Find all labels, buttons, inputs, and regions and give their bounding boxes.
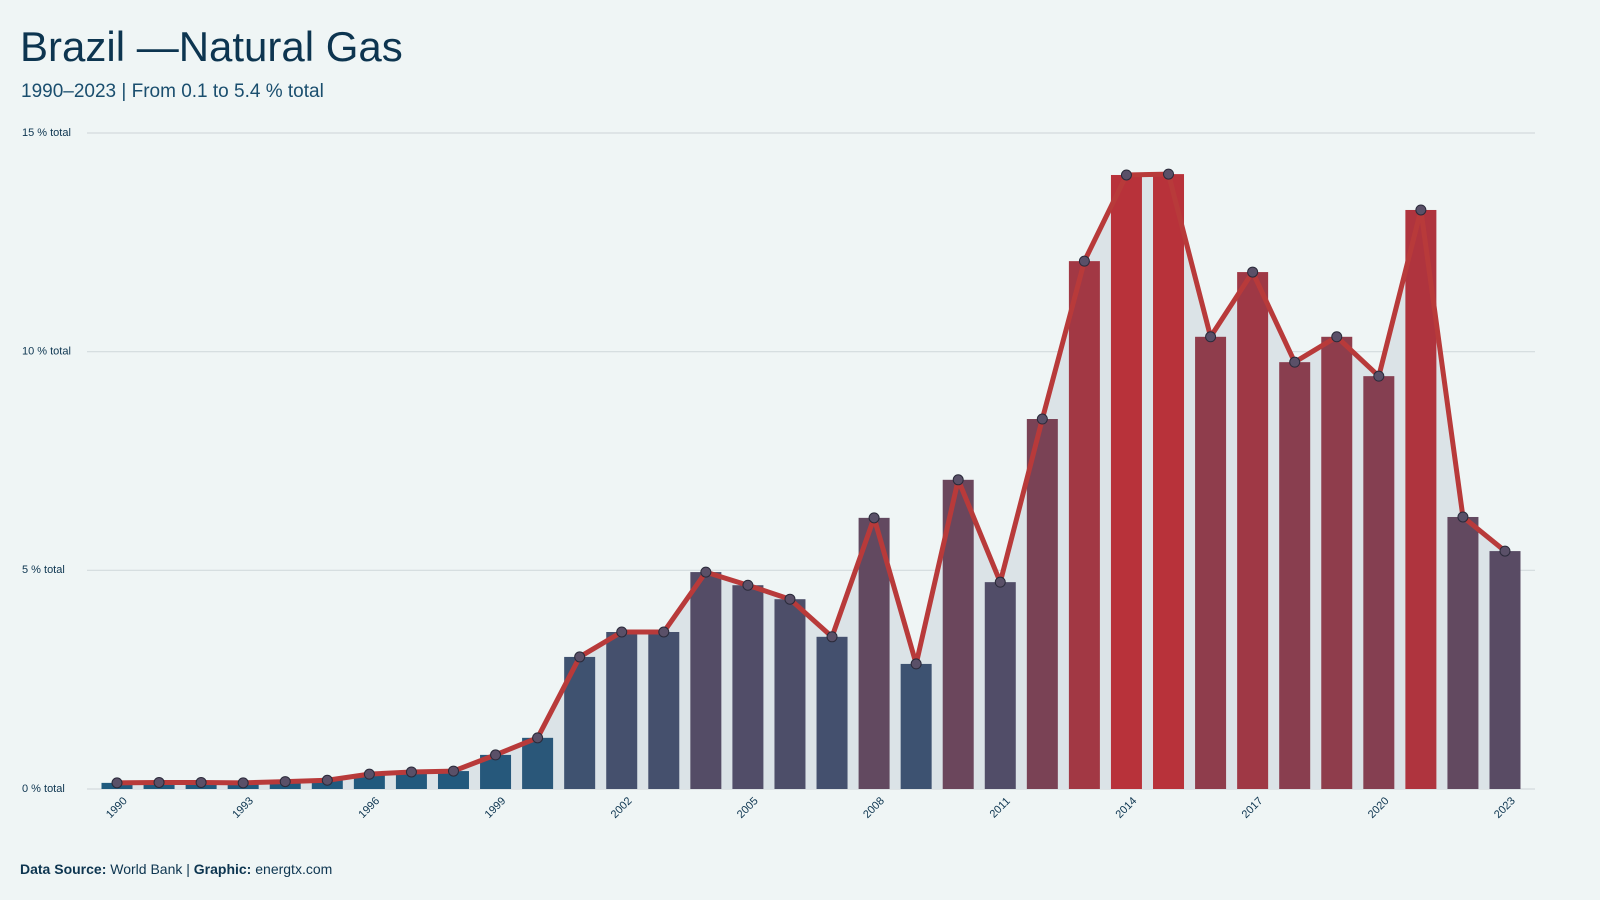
line	[116, 171, 1507, 786]
marker	[1499, 545, 1511, 557]
marker	[1289, 356, 1301, 368]
marker	[1205, 331, 1217, 343]
marker	[700, 566, 712, 578]
bar	[1110, 174, 1142, 789]
marker	[994, 576, 1006, 588]
marker	[363, 768, 375, 780]
marker	[195, 776, 207, 788]
marker	[1457, 511, 1469, 523]
bar	[1363, 376, 1395, 789]
marker	[279, 776, 291, 788]
bar	[1068, 261, 1100, 789]
bar	[774, 599, 806, 789]
footer-text: energtx.com	[255, 861, 332, 877]
marker	[742, 579, 754, 591]
y-tick-label: 5 % total	[22, 564, 65, 576]
marker	[1036, 413, 1048, 425]
bar	[732, 585, 764, 789]
marker	[1373, 370, 1385, 382]
marker	[490, 749, 502, 761]
marker	[574, 651, 586, 663]
footer-label: Data Source:	[20, 861, 106, 877]
y-tick-label: 0 % total	[22, 783, 65, 795]
marker	[1247, 266, 1259, 278]
bar	[1237, 272, 1269, 789]
footer-text: World Bank	[110, 861, 183, 877]
bar	[1489, 551, 1521, 789]
bar	[648, 631, 680, 789]
marker	[952, 474, 964, 486]
marker	[1120, 169, 1132, 181]
y-tick-label: 10 % total	[22, 346, 71, 358]
bar	[984, 582, 1016, 789]
marker	[910, 658, 922, 670]
marker	[868, 512, 880, 524]
bar	[606, 631, 638, 789]
marker	[1331, 331, 1343, 343]
bar	[1405, 209, 1437, 789]
bar	[353, 774, 385, 789]
marker	[616, 626, 628, 638]
marker	[321, 774, 333, 786]
bar	[900, 663, 932, 789]
marker	[405, 766, 417, 778]
bar	[816, 636, 848, 789]
bar	[690, 572, 722, 789]
marker	[826, 631, 838, 643]
bar	[395, 771, 427, 789]
marker	[447, 765, 459, 777]
marker	[153, 776, 165, 788]
chart-title: Brazil —Natural Gas	[20, 23, 403, 70]
marker	[237, 777, 249, 789]
marker	[784, 593, 796, 605]
footer-label: Graphic:	[194, 861, 252, 877]
marker	[658, 626, 670, 638]
bar	[1026, 419, 1058, 789]
y-tick-label: 15 % total	[22, 127, 71, 139]
marker	[1078, 255, 1090, 267]
footer: Data Source: World Bank | Graphic: energ…	[20, 861, 332, 877]
bar	[1321, 336, 1353, 789]
bar	[1195, 336, 1227, 789]
footer-separator: |	[186, 861, 190, 877]
marker	[532, 732, 544, 744]
marker	[1415, 204, 1427, 216]
chart-subtitle: 1990–2023 | From 0.1 to 5.4 % total	[21, 81, 324, 102]
bar	[437, 771, 469, 789]
bar	[1279, 362, 1311, 789]
marker	[1163, 168, 1175, 180]
marker	[111, 777, 123, 789]
bar	[1153, 174, 1185, 790]
bar	[1447, 516, 1479, 789]
bar	[858, 517, 890, 789]
bar	[522, 737, 554, 789]
